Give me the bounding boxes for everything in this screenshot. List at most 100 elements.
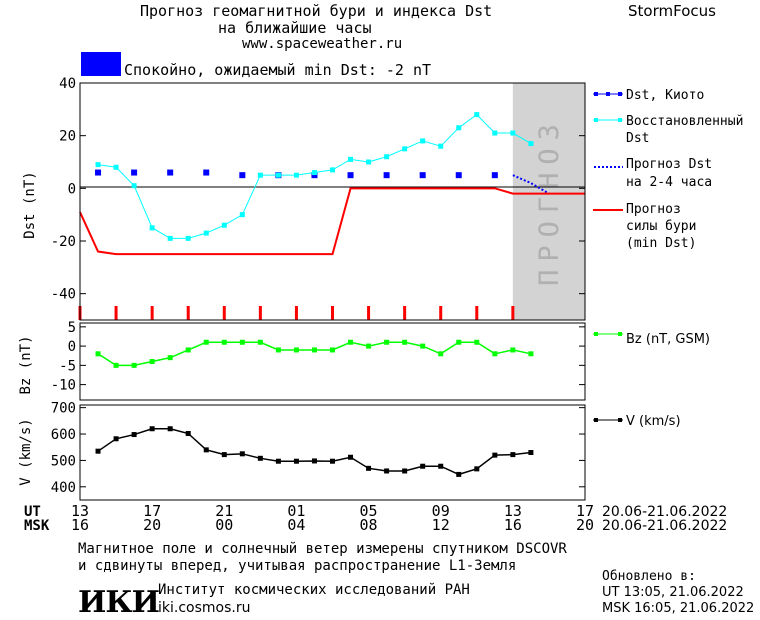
v-point-2: [131, 432, 137, 438]
legend-storm-label-3: (min Dst): [626, 236, 696, 251]
bz-y-ticks: -10 -5 0 5: [51, 320, 585, 394]
kyoto-dst-point-10: [455, 172, 462, 179]
bz-point-8: [239, 339, 245, 345]
kyoto-dst-point-7: [347, 172, 354, 179]
bz-point-1: [113, 362, 119, 368]
legend-restored-label-2: Dst: [626, 131, 649, 146]
v-y-ticks: 400 500 600 700: [51, 401, 585, 496]
updated-msk: MSK 16:05, 21.06.2022: [602, 601, 755, 616]
v-point-18: [420, 463, 426, 469]
restored-dst-point-21: [474, 112, 480, 118]
restored-dst-point-22: [492, 130, 498, 136]
v-y-axis-label: V (km/s): [18, 418, 34, 485]
forecast-region: [512, 83, 585, 320]
restored-dst-point-3: [149, 225, 155, 231]
msk-date-range: 20.06-21.06.2022: [602, 518, 727, 534]
legend-kyoto-marker-3: [618, 92, 622, 96]
bz-point-24: [528, 351, 534, 357]
status-text: Спокойно, ожидаемый min Dst: -2 nT: [124, 61, 432, 79]
restored-dst-point-14: [348, 156, 354, 162]
kyoto-dst-point-1: [131, 169, 138, 176]
v-point-14: [348, 454, 354, 460]
storm-forecast-line: [79, 187, 585, 256]
bz-point-0: [95, 351, 101, 357]
restored-dst-point-4: [167, 235, 173, 241]
bz-point-13: [330, 347, 335, 353]
kyoto-dst-point-9: [419, 172, 426, 179]
v-point-9: [257, 455, 263, 461]
restored-dst-point-5: [185, 235, 191, 241]
restored-dst-point-6: [203, 230, 209, 236]
restored-dst-point-20: [456, 125, 462, 131]
bz-point-23: [510, 347, 516, 353]
kyoto-dst-point-8: [383, 172, 390, 179]
ut-label: UT: [24, 504, 41, 520]
dst-y-ticks: -40 -20 0 20 40: [51, 76, 585, 303]
v-ytick-label-1: 500: [51, 453, 76, 469]
page-title-line1: Прогноз геомагнитной бури и индекса Dst: [140, 2, 493, 20]
v-point-24: [528, 450, 534, 455]
footer-note-line2: и сдвинуты вперед, учитывая распростране…: [78, 558, 517, 574]
msk-tick-label-6: 16: [504, 516, 522, 534]
msk-tick-label-4: 08: [360, 516, 378, 534]
bz-point-21: [474, 339, 480, 345]
msk-tick-label-0: 16: [71, 516, 89, 534]
legend-kyoto-marker-1: [594, 92, 598, 96]
restored-dst-point-17: [402, 146, 408, 152]
dst-series: [79, 112, 585, 256]
institute-site: iki.cosmos.ru: [158, 600, 251, 616]
legend-bz-marker-2: [618, 332, 622, 336]
restored-dst-point-23: [510, 130, 516, 136]
msk-tick-label-1: 20: [143, 516, 161, 534]
dst-ytick-label-1: -20: [51, 234, 76, 250]
v-point-1: [113, 436, 119, 442]
ut-tick-label-4: 05: [360, 502, 378, 520]
bz-point-12: [311, 347, 317, 353]
kyoto-dst-point-6: [311, 172, 318, 179]
v-point-23: [510, 452, 516, 458]
legend-item-storm: Прогноз силы бури (min Dst): [593, 202, 696, 251]
msk-tick-label-5: 12: [432, 516, 450, 534]
msk-label: MSK: [24, 518, 50, 534]
brand-name: StormFocus: [628, 2, 716, 20]
kyoto-dst-point-2: [167, 169, 174, 176]
bz-point-15: [366, 343, 372, 349]
footer-note-line1: Магнитное поле и солнечный ветер измерен…: [78, 541, 567, 557]
kyoto-dst-point-4: [239, 172, 246, 179]
legend-bz-label: Bz (nT, GSM): [626, 332, 710, 347]
institute-name: Институт космических исследований РАН: [158, 582, 470, 598]
v-point-6: [203, 447, 209, 453]
legend: Dst, Киото Восстановленный Dst Прогноз D…: [593, 88, 743, 429]
legend-kyoto-marker-2: [606, 92, 610, 96]
iki-logo: ИКИ: [78, 585, 160, 620]
restored-dst-point-24: [528, 141, 534, 147]
restored-dst-point-18: [420, 138, 426, 144]
msk-tick-label-7: 20: [576, 516, 594, 534]
dst-ytick-label-0: -40: [51, 287, 76, 303]
v-point-13: [330, 458, 335, 464]
ut-date-range: 20.06-21.06.2022: [602, 504, 727, 520]
bz-ytick-label-0: -10: [51, 378, 76, 394]
legend-kyoto-label: Dst, Киото: [626, 88, 704, 103]
forecast-label: ПРОГНОЗ: [534, 116, 565, 286]
bz-point-4: [167, 355, 173, 361]
bz-point-14: [348, 339, 354, 345]
bz-point-10: [275, 347, 281, 353]
site-url: www.spaceweather.ru: [242, 36, 403, 52]
restored-dst-point-15: [366, 159, 372, 165]
v-point-10: [275, 458, 281, 464]
restored-dst-point-1: [113, 164, 119, 170]
bz-point-11: [293, 347, 299, 353]
ut-tick-label-6: 13: [504, 502, 522, 520]
restored-dst-point-12: [311, 170, 317, 176]
legend-v-label: V (km/s): [626, 414, 681, 429]
bz-point-17: [402, 339, 408, 345]
restored-dst-point-10: [275, 172, 281, 178]
restored-dst-point-16: [384, 154, 390, 160]
legend-item-bz: Bz (nT, GSM): [593, 332, 710, 347]
v-point-5: [185, 431, 191, 436]
restored-dst-point-2: [131, 183, 137, 189]
msk-tick-label-3: 04: [287, 516, 305, 534]
bz-point-5: [185, 347, 191, 353]
